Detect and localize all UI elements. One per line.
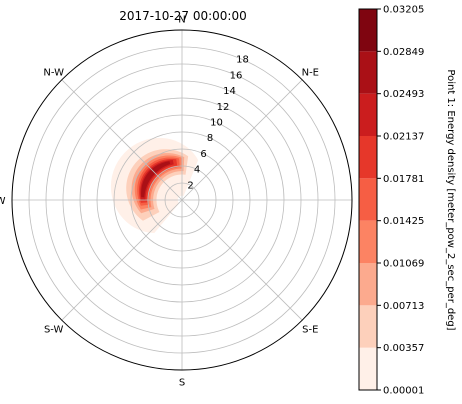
- radial-tick-label: 6: [200, 149, 206, 160]
- radial-tick-label: 14: [223, 86, 236, 97]
- colorbar-segment: [359, 220, 377, 263]
- direction-label: N: [178, 15, 185, 26]
- polar-frame: [11, 29, 353, 371]
- colorbar-tick-label: 0.01781: [383, 174, 424, 185]
- colorbar-tick-label: 0.02849: [383, 47, 424, 58]
- colorbar-tick-label: 0.03205: [383, 5, 424, 16]
- direction-spoke: [61, 79, 183, 201]
- colorbar-segment: [359, 263, 377, 306]
- colorbar-tick-label: 0.02137: [383, 132, 424, 143]
- colorbar-tick-label: 0.00357: [383, 343, 424, 354]
- radial-tick-label: 10: [210, 117, 223, 128]
- direction-spoke: [181, 199, 303, 321]
- colorbar-tick-label: 0.02493: [383, 89, 424, 100]
- radial-tick-label: 2: [187, 180, 193, 191]
- radial-tick-label: 4: [194, 165, 200, 176]
- radial-tick-label: 18: [236, 55, 249, 66]
- direction-label: S: [179, 377, 185, 388]
- direction-label: S-E: [302, 324, 318, 335]
- colorbar-tick-label: 0.01069: [383, 259, 424, 270]
- colorbar: 0.03205 0.02849 0.02493 0.02137 0.01781 0.014…: [358, 5, 424, 397]
- radial-tick-label: 12: [217, 102, 230, 113]
- colorbar-tick-label: 0.00001: [383, 386, 424, 397]
- direction-label: N-E: [302, 68, 319, 79]
- direction-label: W: [0, 196, 6, 207]
- energy-contour-level-8: [141, 161, 171, 198]
- radial-tick-label: 16: [230, 70, 243, 81]
- energy-contour-level-6: [138, 158, 178, 203]
- colorbar-segment: [359, 9, 377, 52]
- chart-title: 2017-10-27 00:00:00: [119, 9, 246, 23]
- direction-label: N-W: [43, 68, 64, 79]
- colorbar-segment: [359, 51, 377, 94]
- energy-contours: [110, 137, 199, 233]
- polar-grid: [11, 29, 353, 371]
- colorbar-segment: [359, 347, 377, 390]
- colorbar-segment: [359, 136, 377, 179]
- direction-label: S-W: [44, 324, 64, 335]
- colorbar-frame: [358, 8, 378, 391]
- direction-spoke: [61, 199, 183, 321]
- colorbar-tick-label: 0.00713: [383, 301, 424, 312]
- colorbar-label: Point 1: Energy density [meter_pow_2_sec…: [445, 69, 456, 330]
- colorbar-segment: [359, 305, 377, 348]
- direction-spoke: [181, 79, 303, 201]
- colorbar-tick-label: 0.01425: [383, 216, 424, 227]
- colorbar-segment: [359, 178, 377, 221]
- radial-tick-label: 8: [207, 133, 213, 144]
- colorbar-segment: [359, 93, 377, 136]
